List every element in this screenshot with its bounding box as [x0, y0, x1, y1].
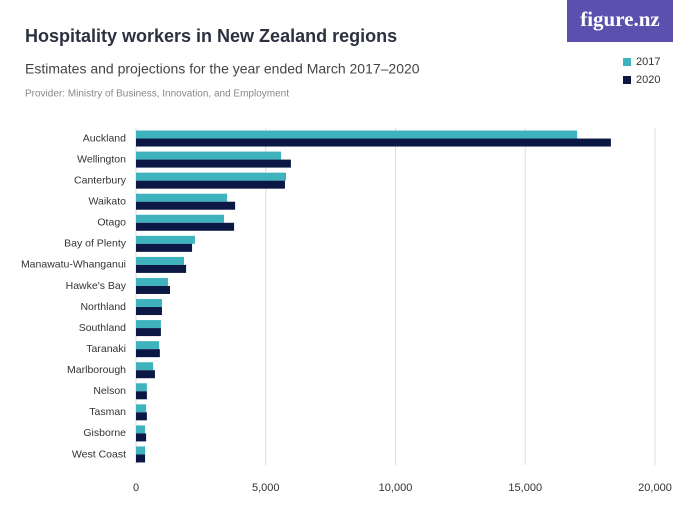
y-tick-label: Nelson: [93, 385, 126, 397]
bar: [136, 277, 168, 286]
y-tick-label: Southland: [79, 322, 126, 334]
logo: figure.nz: [580, 7, 660, 31]
y-tick-label: Taranaki: [86, 343, 126, 355]
bar: [136, 151, 282, 160]
y-tick-label: Auckland: [83, 132, 126, 144]
x-tick-label: 0: [133, 482, 139, 494]
bar: [136, 328, 161, 337]
bar: [136, 214, 224, 223]
y-tick-label: Canterbury: [74, 174, 127, 186]
bar: [136, 349, 160, 358]
chart-source: Provider: Ministry of Business, Innovati…: [25, 89, 289, 100]
legend-label: 2017: [636, 56, 660, 68]
y-tick-label: Hawke's Bay: [66, 280, 127, 292]
x-tick-label: 15,000: [508, 482, 542, 494]
bar: [136, 201, 236, 210]
logo-box: [567, 0, 673, 42]
bar: [136, 412, 147, 421]
bar: [136, 180, 285, 189]
bar: [136, 235, 195, 244]
bar: [136, 446, 146, 455]
y-tick-label: Wellington: [77, 153, 126, 165]
x-tick-label: 20,000: [638, 482, 672, 494]
bar: [136, 222, 235, 231]
bar: [136, 370, 155, 379]
bar: [136, 299, 162, 308]
y-tick-label: Waikato: [88, 196, 126, 208]
bar: [136, 138, 611, 147]
chart-title: Hospitality workers in New Zealand regio…: [25, 26, 397, 46]
bar: [136, 130, 578, 139]
y-tick-label: Northland: [80, 301, 126, 313]
bar: [136, 320, 161, 329]
bar: [136, 341, 160, 350]
bar: [136, 383, 147, 392]
y-tick-label: Bay of Plenty: [64, 238, 127, 250]
x-tick-label: 5,000: [252, 482, 280, 494]
legend-label: 2020: [636, 74, 660, 86]
bar: [136, 193, 228, 202]
legend-swatch: [623, 58, 631, 66]
legend-swatch: [623, 76, 631, 84]
bar: [136, 362, 154, 371]
y-tick-label: Otago: [97, 217, 126, 229]
bar: [136, 404, 147, 413]
y-tick-label: Marlborough: [67, 364, 126, 376]
x-tick-label: 10,000: [379, 482, 413, 494]
bar: [136, 256, 185, 265]
y-tick-label: Manawatu-Whanganui: [21, 259, 126, 271]
bar: [136, 307, 162, 316]
y-tick-label: Gisborne: [83, 427, 126, 439]
bar: [136, 391, 147, 400]
bar: [136, 454, 146, 463]
bar: [136, 172, 286, 181]
bar: [136, 159, 291, 168]
bar: [136, 285, 170, 294]
bar: [136, 264, 187, 273]
bar: [136, 243, 193, 252]
chart-subtitle: Estimates and projections for the year e…: [25, 61, 420, 77]
bar: [136, 433, 147, 442]
bar: [136, 425, 146, 434]
y-tick-label: West Coast: [72, 448, 126, 460]
y-tick-label: Tasman: [89, 406, 126, 418]
